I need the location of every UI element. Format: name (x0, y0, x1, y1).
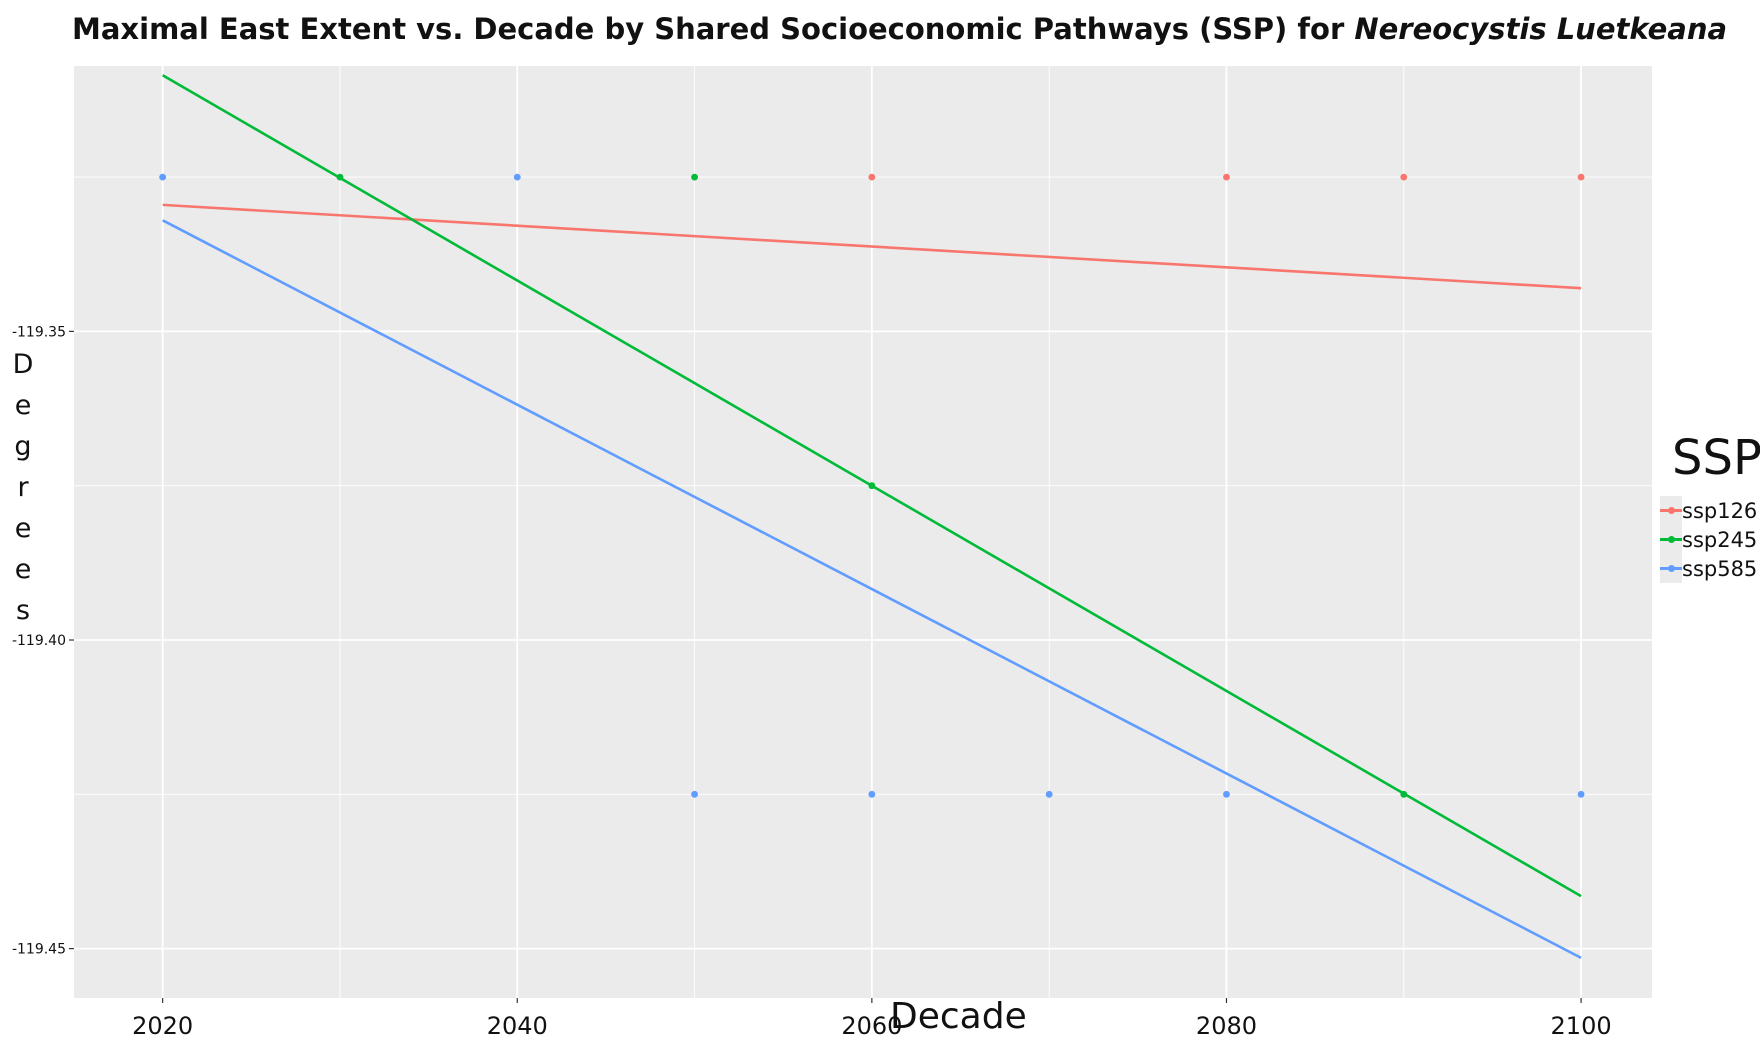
x-tick-label: 2020 (132, 1012, 193, 1040)
data-point-ssp585 (691, 790, 698, 798)
data-point-ssp245 (691, 173, 698, 181)
data-point-ssp126 (1400, 173, 1408, 181)
legend-key-ssp585 (1660, 554, 1682, 583)
legend-item: ssp245 (1660, 525, 1757, 554)
y-tick-label: -119.35 (12, 324, 66, 340)
data-point-ssp126 (868, 173, 876, 181)
x-tick-label: 2040 (487, 1012, 548, 1040)
legend-point (1668, 507, 1675, 514)
y-tick-label: -119.45 (12, 942, 66, 958)
legend-point (1668, 565, 1675, 572)
data-point-ssp585 (1045, 790, 1053, 798)
legend: ssp126 ssp245 ssp585 (1660, 496, 1757, 583)
legend-key-ssp126 (1660, 496, 1682, 525)
data-point-ssp245 (336, 173, 344, 181)
y-tick-label: -119.40 (12, 633, 66, 649)
chart-title: Maximal East Extent vs. Decade by Shared… (72, 12, 1727, 46)
legend-item: ssp585 (1660, 554, 1757, 583)
x-axis-label: Decade (890, 996, 1027, 1037)
data-point-ssp126 (1223, 173, 1230, 181)
data-point-ssp585 (513, 173, 521, 181)
data-point-ssp245 (1400, 790, 1408, 798)
legend-point (1668, 536, 1675, 543)
data-point-ssp585 (868, 790, 876, 798)
y-axis-label-letter: D (12, 349, 34, 380)
legend-title: SSP (1672, 430, 1760, 486)
y-axis-label-letter: e (14, 554, 32, 585)
x-tick-label: 2100 (1551, 1012, 1612, 1040)
trend-line-ssp126 (162, 203, 1582, 290)
legend-item: ssp126 (1660, 496, 1757, 525)
data-point-ssp126 (1577, 173, 1585, 181)
y-axis-label-letter: s (15, 595, 31, 626)
legend-label-ssp245: ssp245 (1682, 527, 1758, 552)
y-axis-label-letter: g (14, 431, 32, 462)
x-tick-label: 2060 (841, 1012, 902, 1040)
data-point-ssp585 (1577, 790, 1585, 798)
plot-panel (74, 66, 1652, 998)
legend-label-ssp585: ssp585 (1682, 556, 1758, 581)
chart-title-main: Maximal East Extent vs. Decade by Shared… (72, 12, 1355, 46)
legend-key-ssp245 (1660, 525, 1682, 554)
y-axis-label-letter: e (14, 513, 32, 544)
y-axis-label-letter: r (17, 472, 29, 503)
data-point-ssp585 (159, 173, 167, 181)
x-tick-label: 2080 (1196, 1012, 1257, 1040)
chart-title-species: Nereocystis Luetkeana (1354, 12, 1728, 46)
data-point-ssp245 (868, 482, 876, 490)
legend-label-ssp126: ssp126 (1682, 498, 1758, 523)
data-point-ssp585 (1223, 790, 1230, 798)
trend-line-ssp585 (162, 219, 1582, 960)
y-axis-label-letter: e (14, 390, 32, 421)
